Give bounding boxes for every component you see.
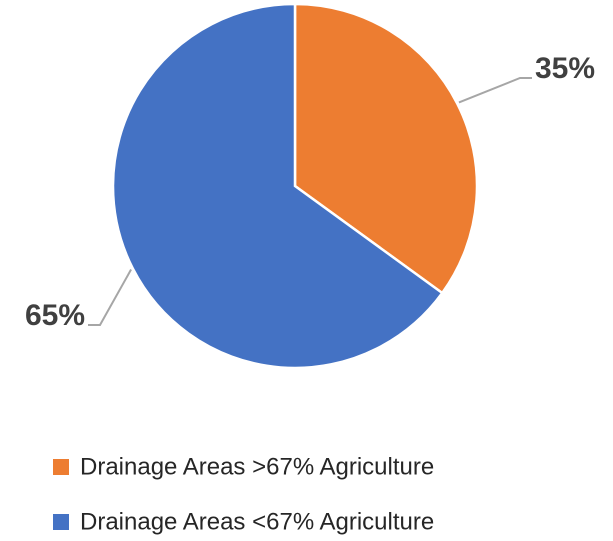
legend-label: Drainage Areas <67% Agriculture xyxy=(80,508,434,535)
leader-line xyxy=(88,269,132,326)
data-label: 35% xyxy=(535,52,595,85)
pie-slice xyxy=(111,2,444,370)
legend-swatch xyxy=(53,459,69,475)
leader-line xyxy=(458,77,532,104)
pie-slice xyxy=(293,2,479,295)
data-label: 65% xyxy=(25,299,85,332)
legend-label: Drainage Areas >67% Agriculture xyxy=(80,453,434,480)
legend-swatch xyxy=(53,514,69,530)
